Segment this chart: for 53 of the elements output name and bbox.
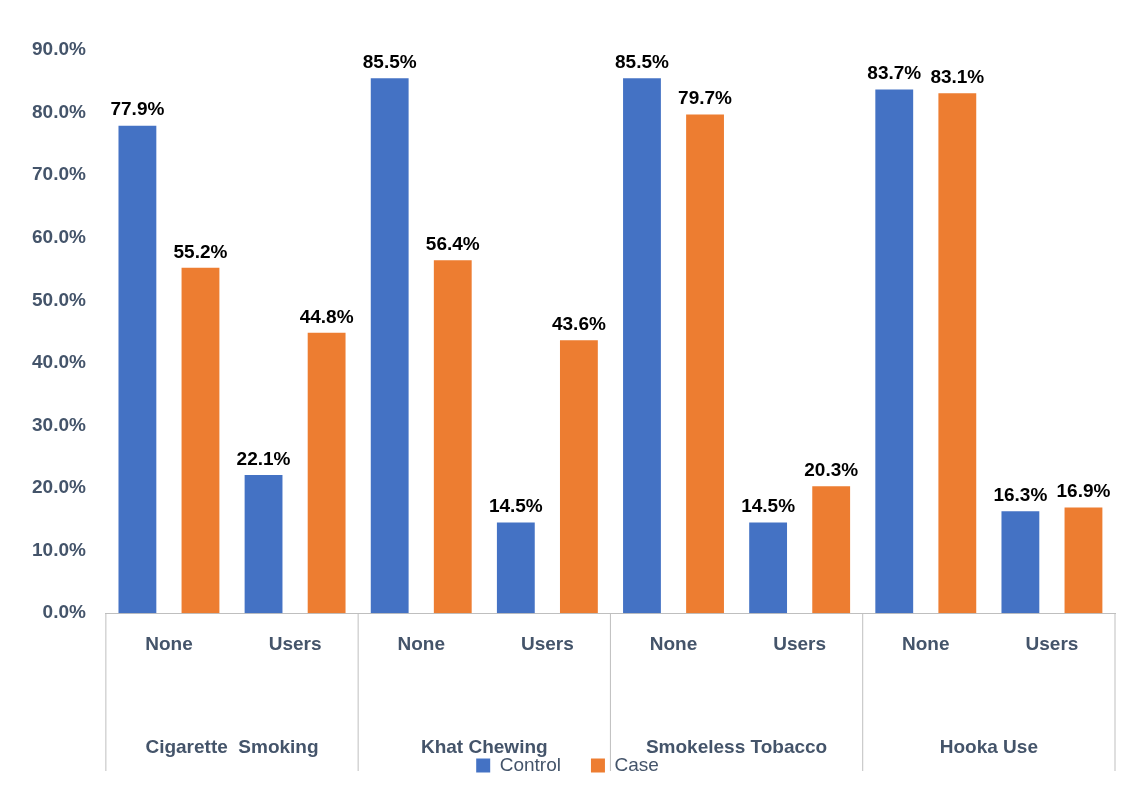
data-label: 14.5%: [741, 495, 796, 517]
data-label: 16.9%: [1056, 480, 1111, 502]
bar: [623, 78, 661, 614]
bar: [749, 522, 788, 614]
y-tick-label: 30.0%: [32, 413, 86, 435]
bar: [875, 89, 914, 614]
data-label: 85.5%: [362, 50, 417, 72]
y-tick-label: 60.0%: [32, 225, 86, 247]
data-label: 83.1%: [930, 65, 985, 87]
y-tick-label: 40.0%: [32, 351, 86, 373]
data-label: 20.3%: [804, 458, 859, 480]
data-label: 44.8%: [299, 305, 354, 327]
bar: [1064, 507, 1103, 614]
bar: [307, 332, 346, 614]
data-label: 56.4%: [425, 233, 480, 254]
x-tick-label: None: [649, 632, 698, 654]
x-tick-label: Users: [520, 632, 574, 654]
bar: [686, 114, 724, 614]
data-label: 79.7%: [678, 87, 733, 109]
data-label: 43.6%: [551, 313, 606, 335]
x-tick-label: None: [145, 632, 193, 654]
y-tick-label: 0.0%: [42, 601, 86, 623]
x-tick-label: None: [902, 632, 950, 654]
bar: [370, 78, 409, 614]
data-label: 85.5%: [615, 50, 670, 72]
bar: [496, 522, 535, 614]
text: Cigarette Smoking: [145, 736, 319, 758]
y-tick-label: 10.0%: [32, 538, 86, 560]
text: Hooka Use: [939, 736, 1038, 758]
y-tick-label: 80.0%: [32, 100, 86, 122]
bar: [938, 93, 977, 614]
bar: [433, 260, 472, 614]
bar: [812, 486, 851, 614]
y-tick-label: 70.0%: [32, 163, 86, 185]
data-label: 77.9%: [110, 98, 165, 120]
data-label: 16.3%: [993, 483, 1048, 505]
x-tick-label: Users: [773, 632, 827, 654]
bar: [181, 267, 220, 614]
y-tick-label: 20.0%: [32, 476, 86, 498]
bar: [244, 474, 283, 614]
x-tick-label: Users: [268, 632, 322, 654]
data-label: 22.1%: [236, 447, 291, 469]
data-label: 14.5%: [488, 495, 543, 517]
data-label: 83.7%: [867, 62, 922, 84]
bar: [559, 340, 598, 614]
bar: [1001, 511, 1040, 614]
bar: [118, 125, 157, 614]
data-label: 55.2%: [173, 240, 228, 262]
x-tick-label: None: [397, 632, 445, 654]
y-tick-label: 90.0%: [32, 38, 86, 60]
y-tick-label: 50.0%: [32, 288, 86, 310]
x-tick-label: Users: [1025, 632, 1079, 654]
text: Khat Chewing: [420, 736, 548, 758]
